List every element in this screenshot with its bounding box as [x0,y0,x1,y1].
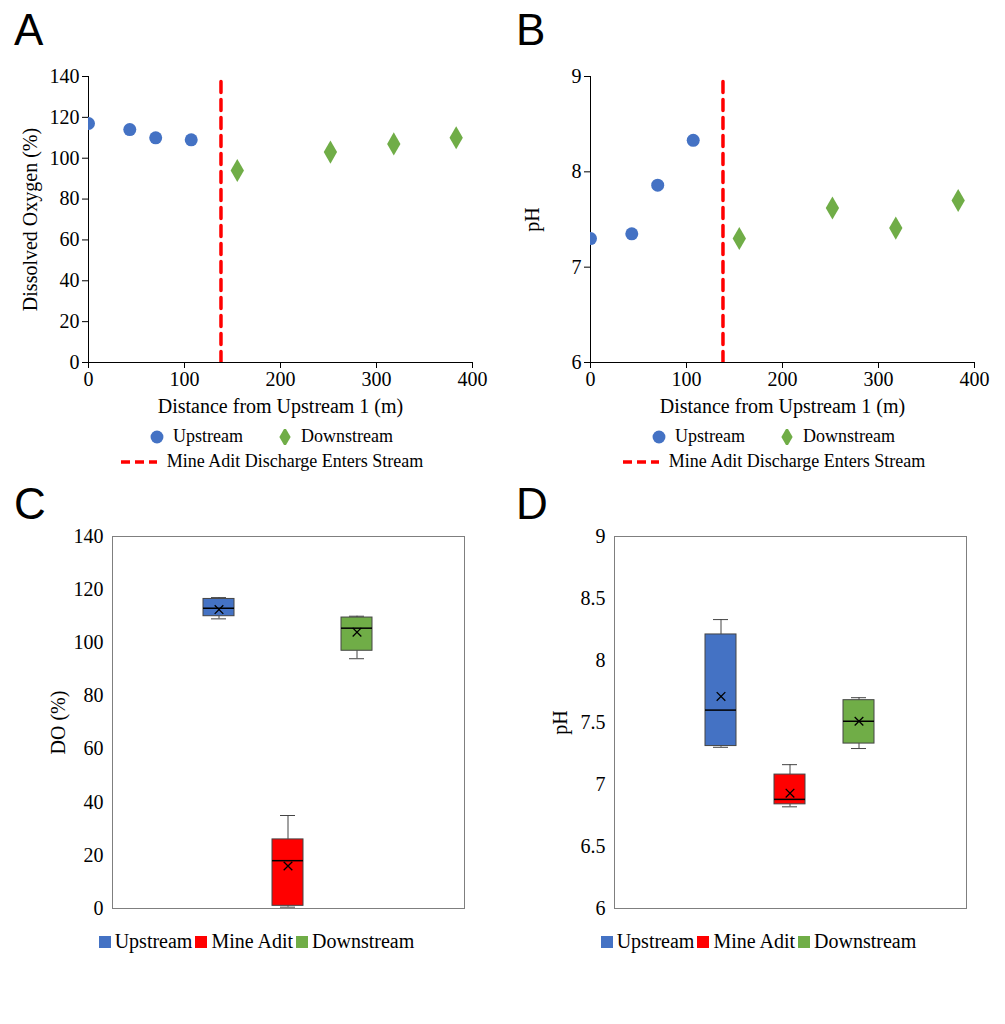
svg-text:DO (%): DO (%) [47,691,70,755]
svg-text:8.5: 8.5 [581,587,606,609]
svg-text:200: 200 [768,368,798,390]
svg-text:200: 200 [266,368,296,390]
svg-text:9: 9 [596,528,606,547]
svg-text:7: 7 [572,256,582,278]
svg-text:0: 0 [70,351,80,373]
svg-text:400: 400 [960,368,990,390]
html-text:Mine Adit Discharge Enters Str: Mine Adit Discharge Enters Stream [166,451,424,471]
html-text:Downstream: Downstream [301,426,393,446]
svg-text:9: 9 [572,65,582,87]
html-text:Upstream: Upstream [675,426,745,446]
html-text:Upstream: Upstream [114,930,193,952]
svg-text:80: 80 [60,187,80,209]
svg-text:100: 100 [672,368,702,390]
svg-text:300: 300 [864,368,894,390]
svg-text:8: 8 [572,160,582,182]
svg-text:6.5: 6.5 [581,835,606,857]
svg-text:0: 0 [94,897,104,919]
svg-text:60: 60 [60,228,80,250]
svg-text:20: 20 [60,310,80,332]
html-text:Upstream: Upstream [173,426,243,446]
svg-text:8: 8 [596,649,606,671]
svg-text:120: 120 [74,578,104,600]
html-text:Mine Adit: Mine Adit [211,930,294,952]
svg-text:100: 100 [50,147,80,169]
svg-text:140: 140 [74,528,104,547]
svg-text:300: 300 [362,368,392,390]
svg-text:7: 7 [596,773,606,795]
svg-text:40: 40 [60,269,80,291]
html-text:Downstream: Downstream [814,930,917,952]
svg-text:0: 0 [586,368,596,390]
html-text:C: C [14,479,46,528]
svg-text:Dissolved Oxygen (%): Dissolved Oxygen (%) [19,128,42,311]
svg-text:pH: pH [521,207,544,231]
html-text:D: D [516,479,548,528]
svg-text:pH: pH [549,710,572,734]
svg-text:0: 0 [84,368,94,390]
svg-text:6: 6 [572,351,582,373]
svg-text:140: 140 [50,65,80,87]
html-text:A: A [14,5,44,54]
html-text:Upstream: Upstream [616,930,695,952]
html-text:Mine Adit: Mine Adit [713,930,796,952]
svg-text:100: 100 [170,368,200,390]
svg-text:7.5: 7.5 [581,711,606,733]
svg-text:100: 100 [74,631,104,653]
svg-text:6: 6 [596,897,606,919]
html-text:Downstream: Downstream [803,426,895,446]
html-text:Mine Adit Discharge Enters Str: Mine Adit Discharge Enters Stream [668,451,926,471]
html-text:B: B [516,5,546,54]
svg-text:60: 60 [84,737,104,759]
svg-text:400: 400 [458,368,488,390]
svg-text:Distance from Upstream 1 (m): Distance from Upstream 1 (m) [660,395,905,418]
html-text:Downstream: Downstream [312,930,415,952]
svg-text:40: 40 [84,791,104,813]
svg-text:20: 20 [84,844,104,866]
svg-text:120: 120 [50,106,80,128]
svg-text:Distance from Upstream 1 (m): Distance from Upstream 1 (m) [158,395,403,418]
svg-text:80: 80 [84,684,104,706]
